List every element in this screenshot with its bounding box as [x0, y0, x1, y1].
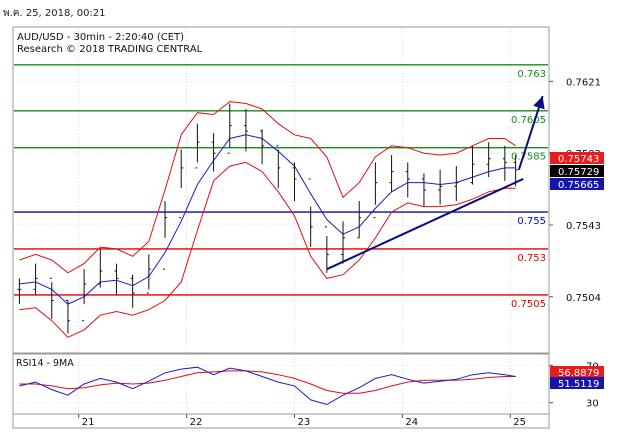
price-badge-label: 0.75665: [558, 180, 599, 191]
moving-average: [19, 134, 516, 305]
projection-arrow-head: [533, 96, 545, 110]
level-label: 0.755: [517, 216, 546, 227]
rsi-badge-label: 51.5119: [558, 379, 599, 390]
chart-title: AUD/USD - 30min - 2:20:40 (CET): [17, 32, 184, 43]
trendline-layer: [326, 95, 545, 271]
rsi-tick-label: 30: [586, 399, 599, 410]
chart-subtitle: Research © 2018 TRADING CENTRAL: [17, 44, 203, 55]
grid-layer: [14, 28, 548, 412]
level-label: 0.7505: [511, 299, 546, 310]
level-label: 0.7605: [511, 115, 546, 126]
main-panel: [12, 26, 550, 354]
x-tick-label: 21: [82, 417, 95, 428]
x-tick-label: 25: [513, 417, 526, 428]
bollinger-upper: [19, 101, 516, 274]
rsi-badge: [550, 377, 604, 389]
axes-layer: 21222324250.76210.75820.75430.75040.7574…: [78, 77, 604, 428]
price-badge-label: 0.75729: [558, 167, 599, 178]
x-tick-label: 22: [190, 417, 203, 428]
level-label: 0.7585: [511, 152, 546, 163]
price-badge: [550, 152, 604, 164]
bollinger-lower: [19, 161, 516, 338]
level-label: 0.753: [517, 253, 546, 264]
price-badge: [550, 165, 604, 177]
timestamp: พ.ค. 25, 2018, 00:21: [3, 8, 106, 19]
rsi-ma-line: [19, 370, 516, 394]
projection-arrow-shaft: [517, 95, 544, 171]
price-badge-label: 0.75743: [558, 154, 599, 165]
rsi-panel: [12, 353, 550, 415]
rsi-badge-label: 56.8879: [558, 368, 599, 379]
rsi-label: RSI14 - 9MA: [16, 358, 74, 369]
rsi-line: [19, 366, 516, 406]
levels-layer: 0.763 0.7605 0.7585 0.755 0.753 0.7505: [14, 64, 548, 310]
price-tick-label: 0.7621: [566, 77, 601, 88]
price-tick-label: 0.7504: [566, 293, 601, 304]
bars-layer: [17, 103, 518, 334]
x-tick-label: 24: [405, 417, 418, 428]
x-tick-label: 23: [297, 417, 310, 428]
bands-layer: [19, 101, 516, 338]
price-tick-label: 0.7543: [566, 221, 601, 232]
rsi-badge: [550, 366, 604, 378]
support-trendline: [326, 178, 524, 271]
x-axis-strip: [12, 413, 550, 429]
level-label: 0.763: [517, 69, 546, 80]
rsi-layer: [19, 366, 516, 406]
price-badge: [550, 178, 604, 190]
